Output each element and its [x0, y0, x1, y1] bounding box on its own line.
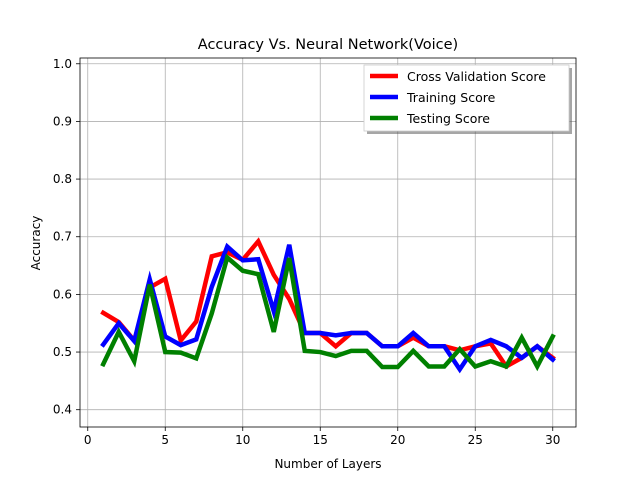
- x-tick-label: 15: [313, 433, 328, 447]
- grid: [80, 58, 576, 427]
- y-tick-label: 0.7: [53, 230, 72, 244]
- legend-label-testing: Testing Score: [406, 111, 490, 126]
- y-tick-label: 0.6: [53, 287, 72, 301]
- x-tick-label: 20: [390, 433, 405, 447]
- series-line-training: [100, 242, 556, 374]
- series-line-testing: [100, 253, 556, 372]
- x-tick-label: 5: [161, 433, 169, 447]
- legend: Cross Validation Score Training Score Te…: [363, 64, 572, 134]
- chart-title: Accuracy Vs. Neural Network(Voice): [198, 37, 458, 53]
- series-group: [100, 237, 556, 374]
- legend-box: [363, 64, 570, 132]
- legend-label-training: Training Score: [406, 90, 496, 105]
- x-tick-label: 30: [545, 433, 560, 447]
- y-tick-label: 1.0: [53, 57, 72, 71]
- y-tick-label: 0.9: [53, 114, 72, 128]
- legend-label-cross-validation: Cross Validation Score: [407, 69, 546, 84]
- x-tick-label: 0: [84, 433, 92, 447]
- ticks: 0 5 10 15 20 25 30 0.4 0.5 0.6 0.7 0.8 0.9 1.0: [53, 57, 560, 447]
- plot-frame: [79, 57, 577, 428]
- x-axis-label: Number of Layers: [274, 457, 381, 471]
- x-tick-label: 25: [468, 433, 483, 447]
- y-tick-label: 0.5: [53, 345, 72, 359]
- y-tick-label: 0.8: [53, 172, 72, 186]
- y-axis-label: Accuracy: [29, 216, 43, 271]
- y-tick-label: 0.4: [53, 403, 72, 417]
- x-tick-label: 10: [235, 433, 250, 447]
